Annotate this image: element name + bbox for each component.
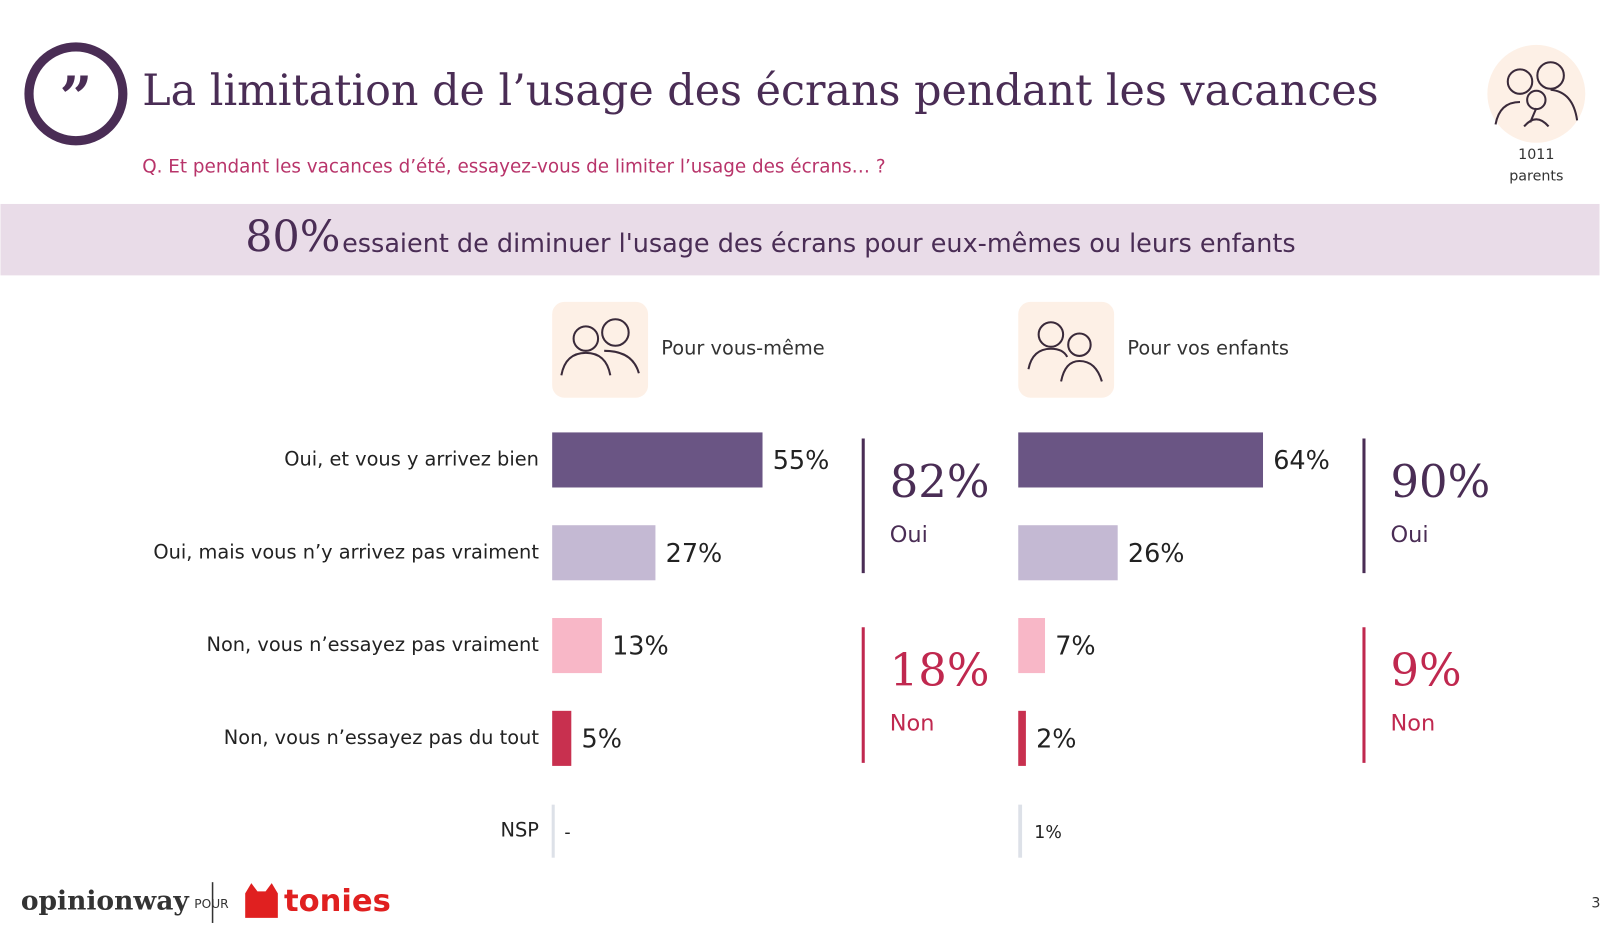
children-icon [1027, 321, 1103, 382]
series-label: Pour vos enfants [1127, 336, 1289, 359]
value-label: 55% [773, 446, 830, 476]
adults-icon [560, 318, 640, 376]
question: Q. Et pendant les vacances d’été, essaye… [142, 156, 885, 177]
value-label: - [564, 823, 570, 843]
series-icons [552, 301, 1115, 398]
value-label: 5% [581, 724, 621, 754]
summary-value: 18% [890, 644, 990, 697]
bar [1018, 710, 1026, 766]
value-label: 13% [612, 632, 669, 662]
bar [1018, 804, 1023, 858]
sample-icon [1494, 61, 1579, 128]
value-label: 26% [1128, 539, 1185, 569]
sample-size: 1011 [1518, 147, 1554, 163]
bar [552, 618, 602, 674]
footer-brand: opinionway [21, 886, 191, 917]
page-number: 3 [1591, 896, 1600, 912]
series-label: Pour vous-même [661, 336, 824, 359]
bar [552, 710, 572, 766]
quote-icon [24, 42, 128, 146]
sample-icon-bg [1487, 44, 1586, 143]
footer-connector: POUR [194, 897, 229, 911]
footer-client: tonies [284, 884, 391, 919]
summary-label: Oui [890, 522, 928, 548]
category-label: Non, vous n’essayez pas du tout [224, 726, 540, 749]
tonies-logo [245, 883, 278, 918]
value-label: 64% [1273, 446, 1330, 476]
title: La limitation de l’usage des écrans pend… [142, 66, 1378, 116]
summary-label: Non [890, 711, 935, 737]
summary-value: 90% [1390, 455, 1490, 508]
banner [0, 203, 1600, 276]
banner-text: essaient de diminuer l'usage des écrans … [342, 229, 1296, 259]
bar [1018, 432, 1264, 488]
category-label: Non, vous n’essayez pas vraiment [206, 633, 539, 656]
bar [1018, 525, 1118, 581]
category-label: Oui, et vous y arrivez bien [284, 447, 539, 470]
value-label: 2% [1036, 724, 1076, 754]
series-icon-bg [1018, 301, 1115, 398]
series-icon-bg [552, 301, 649, 398]
value-label: 7% [1055, 632, 1095, 662]
sample-label: parents [1509, 168, 1563, 184]
category-label: Oui, mais vous n’y arrivez pas vraiment [153, 540, 539, 563]
bar [552, 525, 656, 581]
summary-value: 9% [1390, 644, 1461, 697]
category-label: NSP [500, 819, 539, 842]
summary-value: 82% [890, 455, 990, 508]
summary-label: Oui [1390, 522, 1428, 548]
bar [1018, 618, 1046, 674]
banner-figure: 80% [245, 213, 340, 263]
summary-label: Non [1390, 711, 1435, 737]
bar [552, 432, 763, 488]
value-label: 27% [666, 539, 723, 569]
value-label: 1% [1034, 823, 1062, 843]
quote-mark: ” [59, 64, 92, 131]
